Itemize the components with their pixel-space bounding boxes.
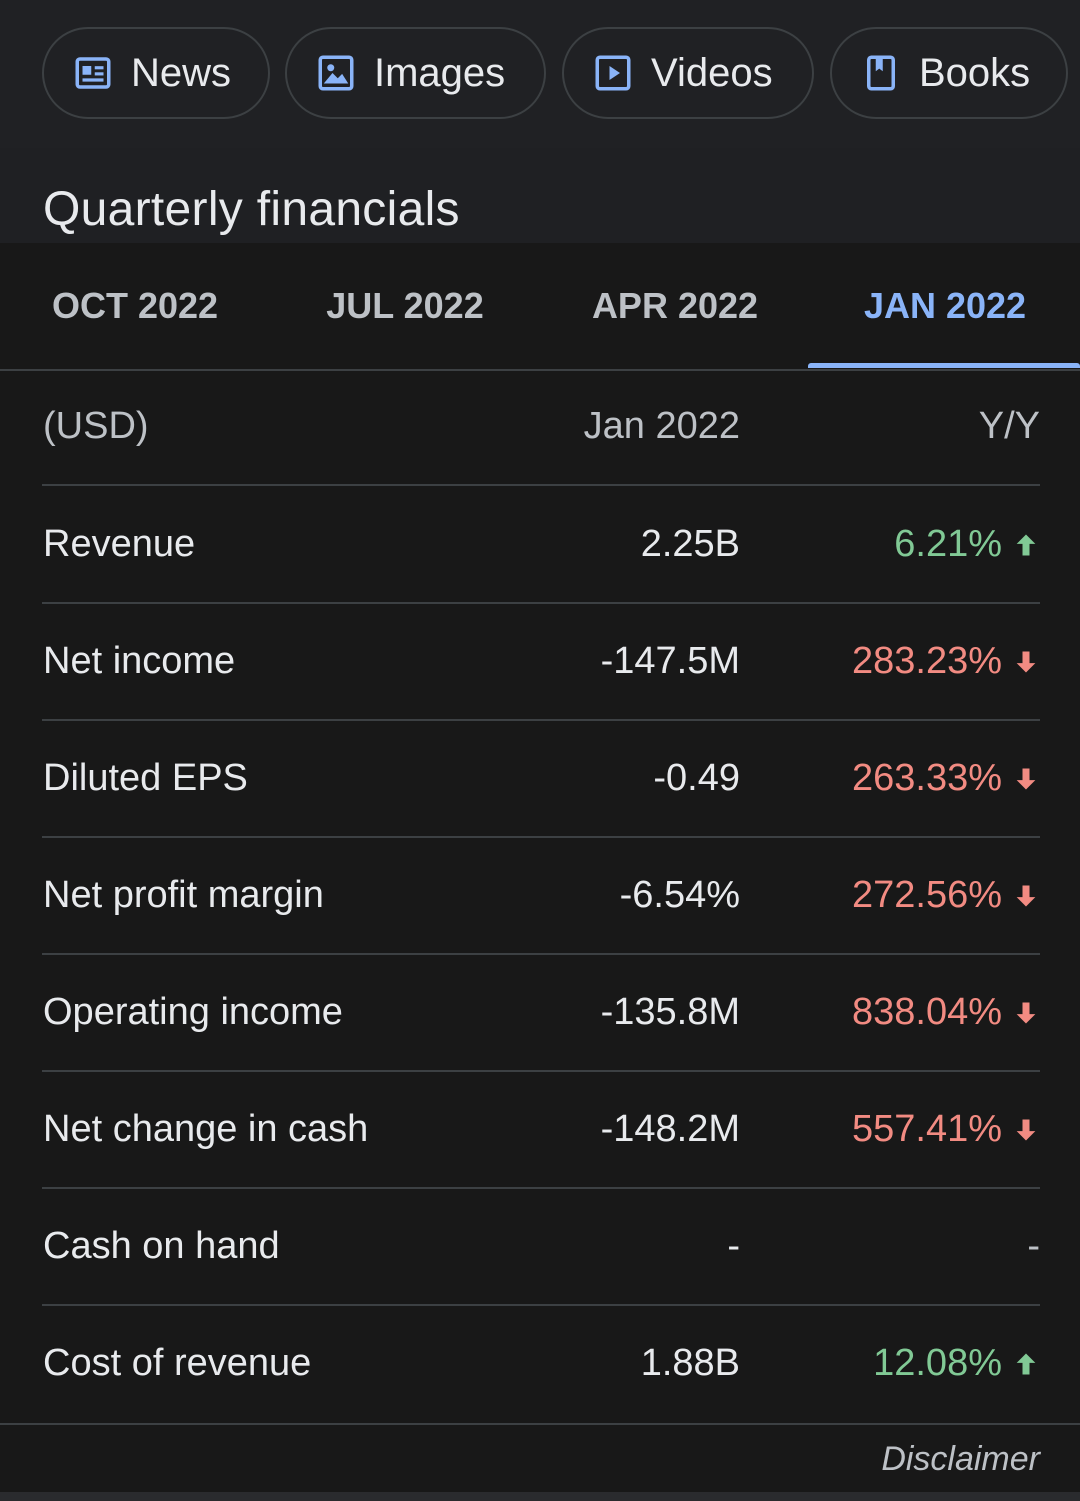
row-yoy-text: 12.08%: [873, 1342, 1002, 1384]
chip-news[interactable]: News: [42, 27, 270, 119]
row-yoy-change: 263.33%: [852, 757, 1040, 800]
tab-apr-2022[interactable]: APR 2022: [591, 285, 759, 326]
chip-images[interactable]: Images: [285, 27, 546, 119]
table-row: Net profit margin -6.54% 272.56%: [42, 838, 1040, 955]
row-yoy-change: 557.41%: [852, 1108, 1040, 1151]
row-yoy-change: 283.23%: [852, 640, 1040, 683]
row-value: -148.2M: [600, 1108, 740, 1150]
row-yoy-text: 6.21%: [894, 523, 1002, 565]
tab-jul-2022[interactable]: JUL 2022: [326, 285, 484, 326]
arrow-down-icon: [1012, 647, 1040, 677]
row-yoy-text: 838.04%: [851, 991, 1002, 1033]
row-value: -6.54%: [619, 874, 740, 916]
row-label: Net change in cash: [43, 1108, 369, 1150]
row-yoy-change: 6.21%: [894, 523, 1040, 566]
table-row: Net change in cash -148.2M 557.41%: [42, 1072, 1040, 1189]
arrow-up-icon: [1012, 530, 1040, 560]
arrow-down-icon: [1012, 998, 1040, 1028]
quarter-tabs: OCT 2022 JUL 2022 APR 2022 JAN 2022: [0, 243, 1080, 371]
row-value: -0.49: [653, 757, 740, 799]
chip-images-label: Images: [374, 50, 506, 95]
yoy-column-header-text: Y/Y: [978, 405, 1040, 447]
yoy-column-header: Y/Y: [979, 405, 1040, 448]
row-yoy-change: 12.08%: [873, 1342, 1040, 1385]
arrow-down-icon: [1012, 881, 1040, 911]
chip-books[interactable]: Books: [830, 27, 1068, 119]
row-label: Revenue: [43, 523, 196, 565]
table-row: Cost of revenue 1.88B 12.08%: [42, 1306, 1040, 1423]
row-label: Operating income: [43, 991, 343, 1033]
divider: [0, 1423, 1080, 1425]
video-icon: [592, 52, 634, 94]
disclaimer-link[interactable]: Disclaimer: [881, 1440, 1040, 1478]
news-icon: [72, 52, 114, 94]
currency-label: (USD): [43, 405, 149, 447]
arrow-down-icon: [1012, 1115, 1040, 1145]
table-row: Net income -147.5M 283.23%: [42, 604, 1040, 721]
image-icon: [315, 52, 357, 94]
section-header: Quarterly financials: [0, 148, 1080, 243]
row-yoy-text: 283.23%: [851, 640, 1002, 682]
row-value: -135.8M: [600, 991, 740, 1033]
row-label: Cash on hand: [43, 1225, 280, 1267]
row-yoy-change: 272.56%: [852, 874, 1040, 917]
chip-news-label: News: [131, 50, 232, 95]
table-row: Revenue 2.25B 6.21%: [42, 487, 1040, 604]
quarterly-financials-card: OCT 2022 JUL 2022 APR 2022 JAN 2022 (USD…: [0, 243, 1080, 1501]
row-yoy-text: 263.33%: [851, 757, 1002, 799]
row-yoy-text: -: [1027, 1225, 1040, 1267]
filter-chip-bar: News Images Videos Books: [0, 0, 1080, 148]
chip-videos[interactable]: Videos: [562, 27, 814, 119]
row-yoy-change: 838.04%: [852, 991, 1040, 1034]
book-icon: [860, 52, 902, 94]
active-tab-indicator: [808, 363, 1080, 368]
row-label: Cost of revenue: [43, 1342, 312, 1384]
table-header-row: (USD) Jan 2022 Y/Y: [42, 369, 1040, 486]
row-value: -147.5M: [600, 640, 740, 682]
chip-books-label: Books: [919, 50, 1031, 95]
bottom-edge: [0, 1492, 1080, 1501]
row-yoy-text: 557.41%: [851, 1108, 1002, 1150]
row-label: Net income: [43, 640, 236, 682]
arrow-up-icon: [1012, 1349, 1040, 1379]
period-column-header: Jan 2022: [583, 405, 740, 447]
row-yoy-text: 272.56%: [851, 874, 1002, 916]
table-row: Diluted EPS -0.49 263.33%: [42, 721, 1040, 838]
chip-videos-label: Videos: [651, 50, 773, 95]
table-row: Cash on hand - -: [42, 1189, 1040, 1306]
tab-oct-2022[interactable]: OCT 2022: [51, 285, 219, 326]
table-row: Operating income -135.8M 838.04%: [42, 955, 1040, 1072]
row-label: Net profit margin: [43, 874, 324, 916]
row-value: 2.25B: [640, 523, 740, 565]
row-yoy-change: -: [1027, 1225, 1040, 1268]
row-value: 1.88B: [640, 1342, 740, 1384]
tab-jan-2022[interactable]: JAN 2022: [863, 285, 1027, 326]
row-value: -: [727, 1225, 740, 1267]
section-title: Quarterly financials: [43, 183, 460, 236]
arrow-down-icon: [1012, 764, 1040, 794]
row-label: Diluted EPS: [43, 757, 248, 799]
